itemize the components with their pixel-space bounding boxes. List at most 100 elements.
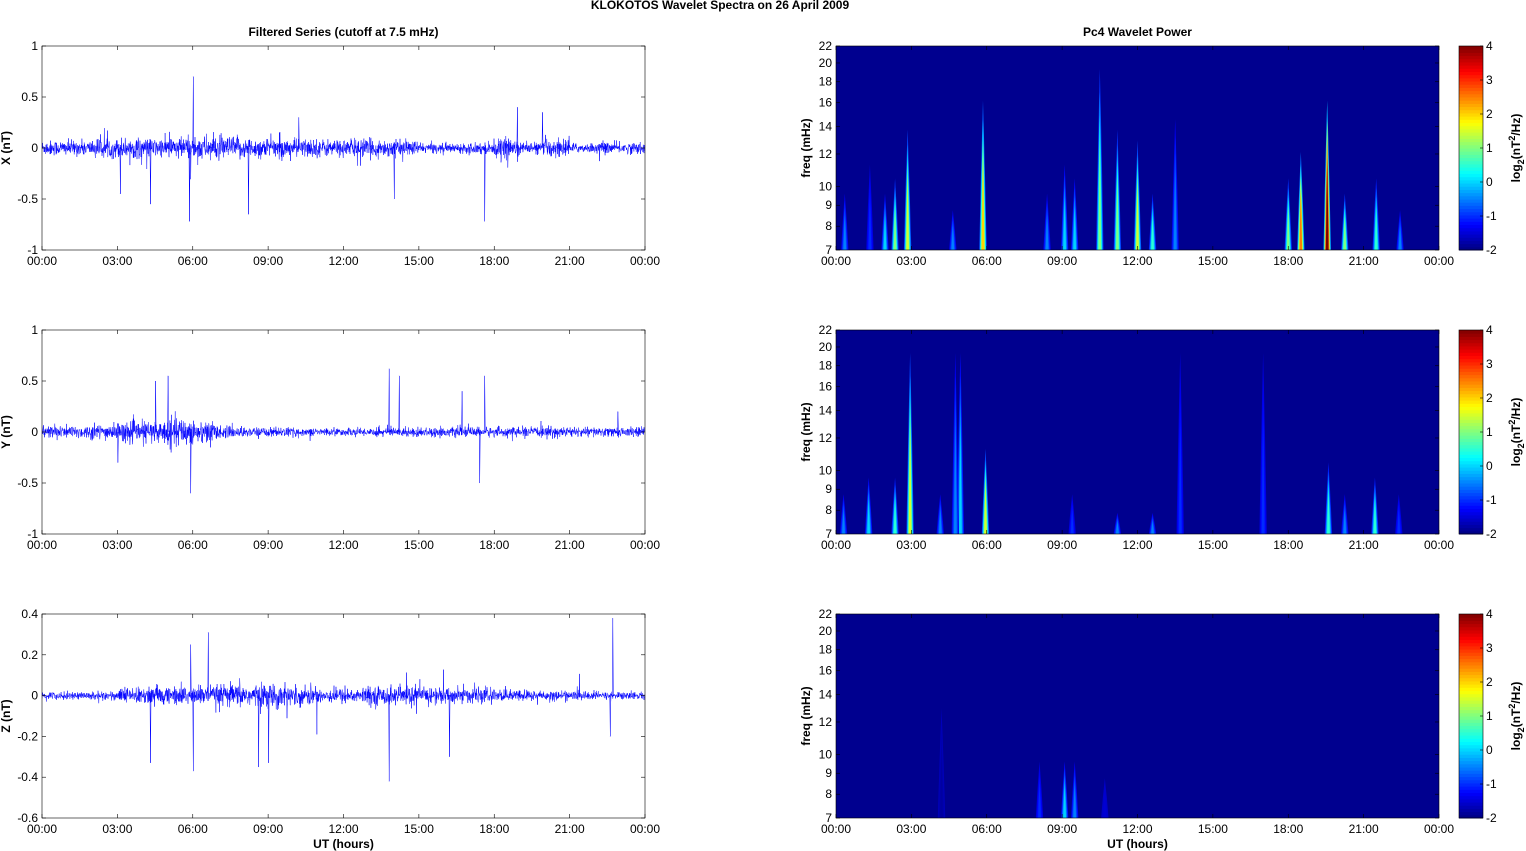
x-tick-label: 03:00 <box>896 538 926 552</box>
x-tick-label: 00:00 <box>27 254 57 268</box>
wavelet-burst <box>1113 129 1122 250</box>
x-tick-label: 00:00 <box>27 822 57 836</box>
colorbar-tick-label: 0 <box>1486 743 1493 757</box>
y-tick-label: 18 <box>819 75 833 89</box>
colorbar-tick-label: 3 <box>1486 641 1493 655</box>
x-tick-label: 15:00 <box>404 254 434 268</box>
x-tick-label: 15:00 <box>404 822 434 836</box>
wavelet-burst <box>1113 512 1122 534</box>
y-tick-label: 22 <box>819 323 833 337</box>
colorbar: -2 -1 0 1 2 3 4 log2(nT2/Hz) <box>1458 323 1526 541</box>
y-axis-label: Z (nT) <box>0 699 13 732</box>
y-tick-label: 12 <box>819 147 833 161</box>
colorbar-tick-label: 2 <box>1486 107 1493 121</box>
wavelet-burst <box>1176 352 1184 534</box>
x-tick-label: 00:00 <box>1424 254 1454 268</box>
wavelet-burst <box>866 164 874 250</box>
y-tick-label: 20 <box>819 340 833 354</box>
x-tick-label: 06:00 <box>178 822 208 836</box>
plot-area <box>42 614 645 818</box>
wavelet-burst <box>1396 210 1404 250</box>
wavelet-burst <box>1341 494 1349 534</box>
x-tick-label: 12:00 <box>328 254 358 268</box>
x-tick-label: 18:00 <box>1273 254 1303 268</box>
wavelet-burst <box>1070 178 1079 250</box>
x-tick-label: 18:00 <box>479 822 509 836</box>
colorbar-tick-label: -2 <box>1486 243 1497 257</box>
x-tick-label: 21:00 <box>1349 254 1379 268</box>
wavelet-burst <box>949 210 957 250</box>
x-tick-label: 00:00 <box>821 822 851 836</box>
colorbar-tick-label: 1 <box>1486 425 1493 439</box>
y-tick-label: 10 <box>819 179 833 193</box>
x-tick-label: 21:00 <box>1349 822 1379 836</box>
y-tick-label: 22 <box>819 607 833 621</box>
panel-title: Filtered Series (cutoff at 7.5 mHz) <box>248 25 438 39</box>
y-tick-label: 7 <box>825 243 832 257</box>
y-tick-label: 12 <box>819 431 833 445</box>
x-tick-label: 00:00 <box>1424 822 1454 836</box>
x-tick-label: 03:00 <box>102 254 132 268</box>
x-tick-label: 06:00 <box>178 254 208 268</box>
x-tick-label: 12:00 <box>328 538 358 552</box>
x-tick-label: 00:00 <box>27 538 57 552</box>
x-tick-label: 00:00 <box>821 538 851 552</box>
colorbar-tick-label: 0 <box>1486 459 1493 473</box>
y-axis-label: freq (mHz) <box>799 686 813 745</box>
wavelet-burst <box>841 193 849 250</box>
x-tick-label: 15:00 <box>1198 538 1228 552</box>
x-axis-label: UT (hours) <box>1107 837 1168 851</box>
x-tick-label: 18:00 <box>479 538 509 552</box>
y-tick-label: 22 <box>819 39 833 53</box>
wavelet-burst <box>881 193 889 250</box>
y-tick-label: 0 <box>31 689 38 703</box>
y-tick-label: 14 <box>819 688 833 702</box>
wavelet-burst <box>1068 494 1076 534</box>
y-tick-label: -0.5 <box>17 476 38 490</box>
y-tick-label: 0.5 <box>21 90 38 104</box>
y-tick-label: 12 <box>819 715 833 729</box>
wavelet-burst <box>1371 477 1379 534</box>
colorbar-tick-label: 3 <box>1486 357 1493 371</box>
colorbar-tick-label: -1 <box>1486 493 1497 507</box>
wavelet-burst <box>1259 352 1267 534</box>
wavelet-burst <box>956 352 965 534</box>
panel-title: Pc4 Wavelet Power <box>1083 25 1192 39</box>
y-tick-label: 18 <box>819 359 833 373</box>
x-tick-label: 03:00 <box>896 254 926 268</box>
x-tick-label: 03:00 <box>102 538 132 552</box>
y-tick-label: -1 <box>27 243 38 257</box>
y-tick-label: 16 <box>819 96 833 110</box>
colorbar-tick-label: -2 <box>1486 527 1497 541</box>
y-tick-label: 7 <box>825 811 832 825</box>
x-tick-label: 21:00 <box>555 538 585 552</box>
figure-title: KLOKOTOS Wavelet Spectra on 26 April 200… <box>591 0 850 12</box>
y-tick-label: 16 <box>819 380 833 394</box>
colorbar-tick-label: 4 <box>1486 39 1493 53</box>
y-tick-label: 7 <box>825 527 832 541</box>
wavelet-burst <box>1372 178 1380 250</box>
wavelet-burst <box>1060 164 1069 250</box>
x-tick-label: 15:00 <box>404 538 434 552</box>
wavelet-burst <box>1070 761 1079 818</box>
wavelet-burst <box>864 477 873 534</box>
wavelet-burst <box>1148 193 1157 250</box>
y-axis-label: Y (nT) <box>0 415 13 449</box>
y-tick-label: -0.2 <box>17 729 38 743</box>
y-tick-label: -0.6 <box>17 811 38 825</box>
series-panel-z: 00:00 03:00 06:00 09:00 12:00 15:00 18:00 21:00… <box>0 607 660 851</box>
x-tick-label: 12:00 <box>328 822 358 836</box>
colorbar-label: log2(nT2/Hz) <box>1507 398 1526 467</box>
y-tick-label: 10 <box>819 463 833 477</box>
y-tick-label: 8 <box>825 503 832 517</box>
colorbar: -2 -1 0 1 2 3 4 log2(nT2/Hz) <box>1458 39 1526 257</box>
plot-area <box>836 614 1439 818</box>
y-axis-label: freq (mHz) <box>799 402 813 461</box>
x-tick-label: 12:00 <box>1122 254 1152 268</box>
wavelet-burst <box>1395 494 1403 534</box>
colorbar-tick-label: 2 <box>1486 675 1493 689</box>
x-tick-label: 03:00 <box>102 822 132 836</box>
